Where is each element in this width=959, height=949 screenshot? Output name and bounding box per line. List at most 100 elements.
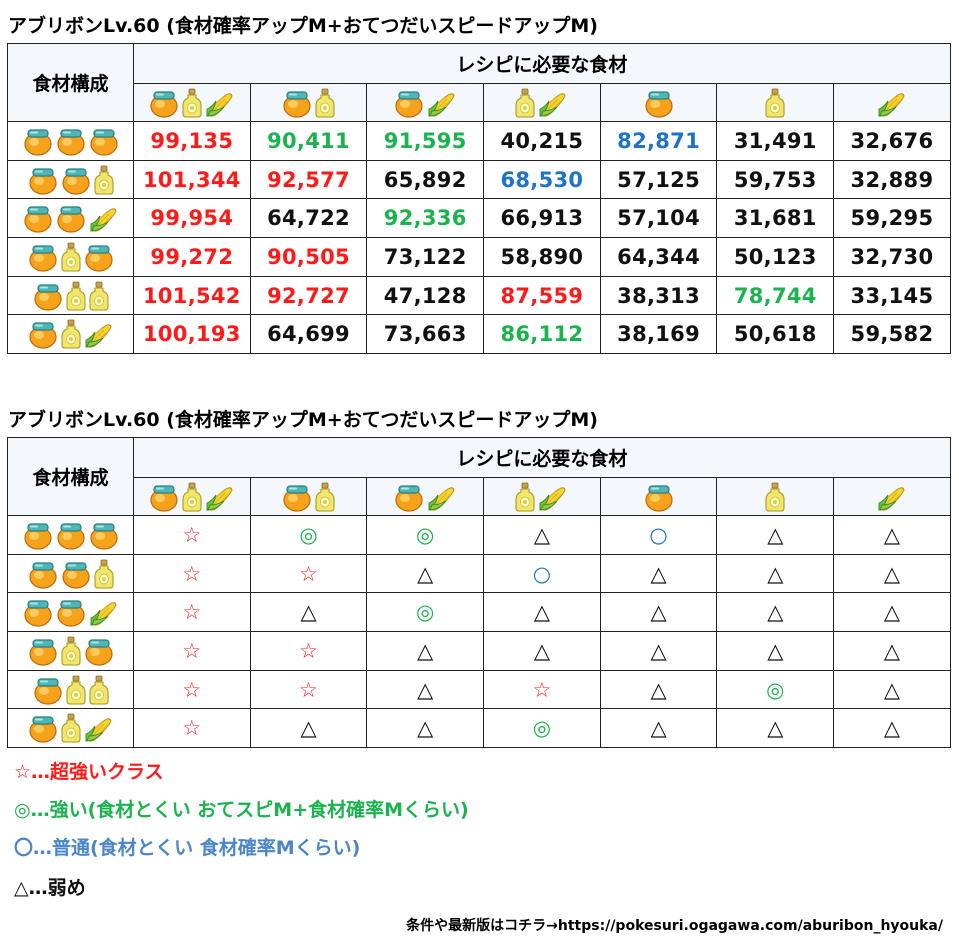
rating-cell: △ — [249, 708, 368, 749]
honey-jar-icon — [281, 87, 313, 119]
score-cell: 90,411 — [249, 121, 368, 161]
honey-jar-icon — [643, 481, 675, 513]
honey-jar-icon — [643, 87, 675, 119]
honey-jar-icon — [27, 635, 59, 667]
score-cell: 38,169 — [599, 314, 718, 355]
table-row: ☆ △ △ ◎ △ △ △ — [7, 708, 951, 749]
legend-super-strong: ☆…超強いクラス — [14, 761, 164, 783]
rating-cell: △ — [833, 553, 951, 594]
footer-link-text[interactable]: 条件や最新版はコチラ→https://pokesuri.ogagawa.com/… — [406, 918, 943, 934]
table-row: 101,542 92,727 47,128 87,559 38,313 78,744 33,… — [7, 275, 951, 316]
table-row: ☆ ◎ ◎ △ ○ △ △ — [7, 515, 951, 555]
recipe-column-header — [833, 477, 951, 516]
recipe-header: レシピに必要な食材 — [133, 43, 951, 84]
score-cell: 50,123 — [716, 237, 835, 277]
oil-bottle-icon — [514, 87, 536, 119]
rating-cell: △ — [833, 515, 951, 555]
oil-bottle-icon — [60, 318, 82, 350]
honey-jar-icon — [22, 202, 54, 234]
rating-cell: △ — [366, 669, 485, 710]
recipe-header: レシピに必要な食材 — [133, 437, 951, 478]
score-cell: 99,135 — [133, 121, 251, 161]
ingredient-combo-cell — [7, 592, 134, 633]
legend-weak: △…弱め — [14, 877, 86, 899]
corn-icon — [426, 87, 458, 119]
rating-cell: ☆ — [133, 669, 251, 710]
honey-jar-icon — [55, 125, 87, 157]
ingredient-combo-cell — [7, 121, 134, 161]
score-cell: 66,913 — [483, 198, 601, 239]
rating-cell: △ — [483, 515, 601, 555]
table-row: ☆ △ ◎ △ △ △ △ — [7, 592, 951, 633]
combo-header: 食材構成 — [7, 437, 134, 516]
score-cell: 31,681 — [716, 198, 835, 239]
score-cell: 40,215 — [483, 121, 601, 161]
honey-jar-icon — [88, 519, 120, 551]
rating-cell: △ — [249, 592, 368, 633]
rating-cell: △ — [833, 631, 951, 671]
rating-cell: △ — [483, 592, 601, 633]
recipe-column-header — [133, 83, 251, 122]
oil-bottle-icon — [314, 481, 336, 513]
ranking-table-numeric: 食材構成 レシピに必要な食材 99,135 90,411 91,595 40,215 82,… — [7, 43, 951, 355]
rating-cell: △ — [716, 592, 835, 633]
rating-cell: ○ — [483, 553, 601, 594]
ingredient-combo-cell — [7, 159, 134, 200]
rating-cell: △ — [599, 708, 718, 749]
rating-cell: ☆ — [483, 669, 601, 710]
rating-cell: △ — [833, 592, 951, 633]
honey-jar-icon — [55, 202, 87, 234]
score-cell: 59,753 — [716, 159, 835, 200]
oil-bottle-icon — [65, 674, 87, 706]
oil-bottle-icon — [764, 481, 786, 513]
corn-icon — [537, 481, 569, 513]
rating-cell: ☆ — [133, 708, 251, 749]
honey-jar-icon — [22, 519, 54, 551]
legend-strong: ◎…強い(食材とくい おてスピM+食材確率Mくらい) — [14, 799, 469, 821]
rating-cell: △ — [599, 592, 718, 633]
recipe-column-header — [716, 83, 835, 122]
corn-icon — [83, 318, 115, 350]
score-cell: 64,344 — [599, 237, 718, 277]
oil-bottle-icon — [60, 241, 82, 273]
score-cell: 57,104 — [599, 198, 718, 239]
oil-bottle-icon — [60, 635, 82, 667]
score-cell: 100,193 — [133, 314, 251, 355]
rating-cell: △ — [716, 631, 835, 671]
rating-cell: ☆ — [133, 631, 251, 671]
honey-jar-icon — [55, 519, 87, 551]
ingredient-combo-cell — [7, 515, 134, 555]
recipe-column-header — [599, 83, 718, 122]
rating-cell: ☆ — [249, 631, 368, 671]
ingredient-combo-cell — [7, 553, 134, 594]
honey-jar-icon — [27, 164, 59, 196]
score-cell: 99,272 — [133, 237, 251, 277]
honey-jar-icon — [393, 481, 425, 513]
oil-bottle-icon — [514, 481, 536, 513]
table-row: 99,135 90,411 91,595 40,215 82,871 31,491 32,6… — [7, 121, 951, 161]
honey-jar-icon — [148, 87, 180, 119]
rating-cell: △ — [599, 631, 718, 671]
score-cell: 101,344 — [133, 159, 251, 200]
score-cell: 32,889 — [833, 159, 951, 200]
score-cell: 86,112 — [483, 314, 601, 355]
corn-icon — [204, 481, 236, 513]
honey-jar-icon — [55, 596, 87, 628]
honey-jar-icon — [60, 558, 92, 590]
oil-bottle-icon — [93, 558, 115, 590]
ingredient-combo-cell — [7, 275, 134, 316]
honey-jar-icon — [83, 635, 115, 667]
rating-cell: △ — [366, 708, 485, 749]
table-row: ☆ ☆ △ ☆ △ ◎ △ — [7, 669, 951, 710]
table-row: 100,193 64,699 73,663 86,112 38,169 50,618 59,… — [7, 314, 951, 355]
score-cell: 90,505 — [249, 237, 368, 277]
recipe-column-header — [249, 83, 368, 122]
score-cell: 91,595 — [366, 121, 485, 161]
corn-icon — [537, 87, 569, 119]
legend-normal: 〇…普通(食材とくい 食材確率Mくらい) — [14, 837, 361, 859]
ingredient-combo-cell — [7, 631, 134, 671]
score-cell: 33,145 — [833, 275, 951, 316]
corn-icon — [876, 481, 908, 513]
corn-icon — [426, 481, 458, 513]
rating-cell: ◎ — [483, 708, 601, 749]
